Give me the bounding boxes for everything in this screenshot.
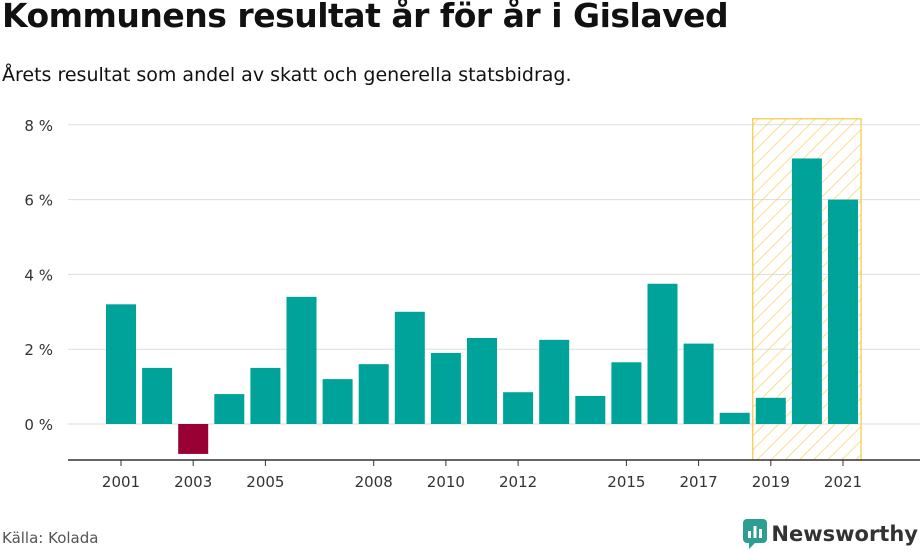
chart-title: Kommunens resultat år för år i Gislaved <box>2 0 729 35</box>
bar-2009 <box>394 311 425 424</box>
bar-2021 <box>828 199 858 424</box>
bar-2007 <box>322 379 353 424</box>
brand-name: Newsworthy <box>771 522 918 546</box>
bar-2010 <box>430 352 461 424</box>
bar-2005 <box>250 367 281 424</box>
bar-2013 <box>539 339 570 424</box>
y-tick-label: 0 % <box>24 416 53 434</box>
bar-2012 <box>503 392 534 424</box>
bar-2001 <box>106 304 136 424</box>
bar-2018 <box>719 412 750 424</box>
x-tick-label: 2001 <box>102 473 140 491</box>
y-tick-label: 8 % <box>24 117 53 135</box>
bar-2017 <box>683 343 714 424</box>
x-tick-label: 2008 <box>355 473 393 491</box>
x-tick-label: 2010 <box>427 473 465 491</box>
bar-2008 <box>358 364 389 424</box>
bar-2003 <box>178 424 209 454</box>
bar-2014 <box>575 395 606 424</box>
bar-2004 <box>214 394 245 424</box>
chart-subtitle: Årets resultat som andel av skatt och ge… <box>2 64 572 86</box>
brand-logo: Newsworthy <box>743 519 918 549</box>
bar-2016 <box>647 283 678 424</box>
x-tick-label: 2012 <box>499 473 537 491</box>
bar-2006 <box>286 296 317 424</box>
x-tick-label: 2015 <box>607 473 645 491</box>
bar-2011 <box>467 337 497 424</box>
x-tick-label: 2017 <box>680 473 718 491</box>
x-tick-label: 2003 <box>174 473 212 491</box>
y-tick-label: 6 % <box>24 192 53 210</box>
bar-2002 <box>142 367 173 424</box>
x-tick-label: 2021 <box>824 473 862 491</box>
bar-2020 <box>791 158 822 424</box>
bar-2015 <box>611 362 642 424</box>
y-tick-label: 2 % <box>24 341 53 359</box>
source-note: Källa: Kolada <box>2 529 99 547</box>
newsworthy-icon <box>743 519 768 549</box>
y-tick-label: 4 % <box>24 266 53 284</box>
x-tick-label: 2019 <box>752 473 790 491</box>
x-tick-label: 2005 <box>246 473 284 491</box>
bar-2019 <box>755 397 786 424</box>
